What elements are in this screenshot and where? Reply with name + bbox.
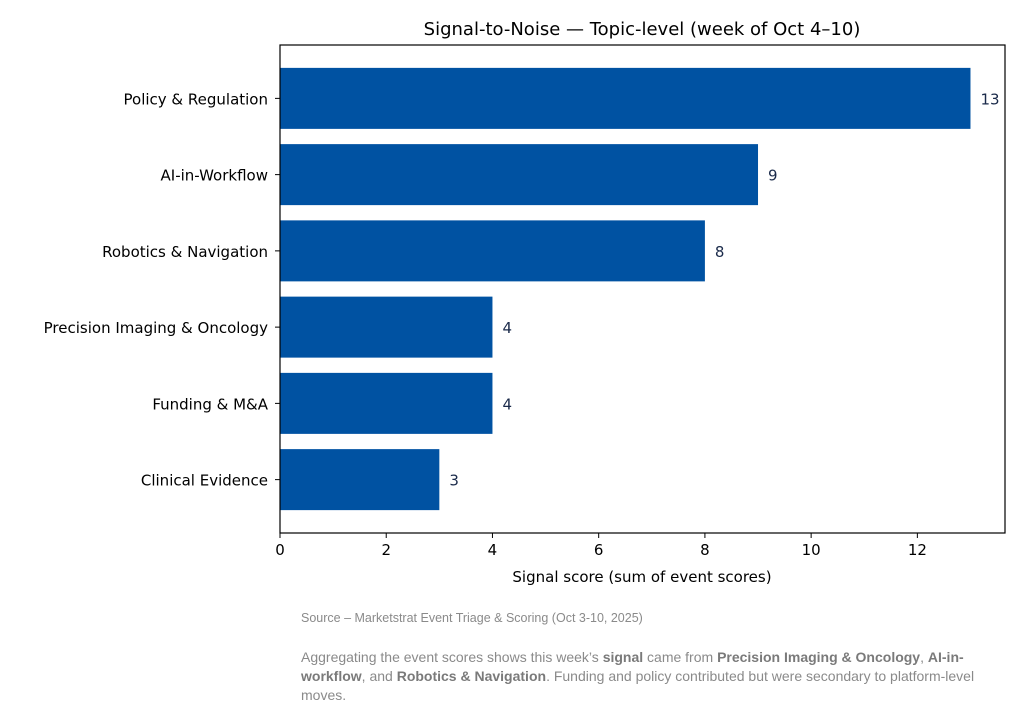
bar	[280, 144, 759, 206]
bar-value-label: 3	[449, 472, 459, 490]
bar-value-label: 8	[715, 243, 725, 261]
x-tick-label: 2	[381, 541, 391, 559]
y-tick-label: Funding & M&A	[152, 395, 268, 413]
x-tick-label: 10	[802, 541, 821, 559]
x-tick-label: 0	[275, 541, 285, 559]
y-tick-label: Policy & Regulation	[124, 90, 268, 108]
x-tick-label: 4	[488, 541, 498, 559]
y-tick-label: Precision Imaging & Oncology	[44, 319, 268, 337]
bar-value-label: 4	[502, 319, 512, 337]
summary-segment: . Funding and policy contributed but wer…	[301, 668, 975, 703]
summary-emphasis: Precision Imaging & Oncology	[717, 649, 921, 665]
chart-title: Signal-to-Noise — Topic-level (week of O…	[424, 19, 861, 40]
summary-emphasis: AI-in-workflow	[301, 649, 964, 684]
y-tick-label: Clinical Evidence	[141, 472, 268, 490]
x-axis-label: Signal score (sum of event scores)	[512, 568, 771, 586]
summary-emphasis: signal	[602, 649, 644, 665]
bar	[280, 449, 440, 511]
plot-frame	[279, 44, 1006, 534]
bar	[280, 296, 493, 358]
bar	[280, 67, 971, 129]
summary-segment: came from	[643, 649, 718, 665]
bar-value-label: 9	[768, 167, 778, 185]
x-tick-label: 6	[594, 541, 604, 559]
bar-chart: Signal-to-Noise — Topic-level (week of O…	[44, 19, 1006, 586]
summary-emphasis: Robotics & Navigation	[396, 668, 547, 684]
x-tick-label: 8	[700, 541, 710, 559]
bar	[280, 372, 493, 434]
y-tick-label: Robotics & Navigation	[102, 243, 268, 261]
summary-segment: Aggregating the event scores shows this …	[301, 649, 603, 665]
summary-text: Aggregating the event scores shows this …	[301, 648, 1016, 705]
bar-value-label: 13	[980, 90, 999, 108]
bar-value-label: 4	[502, 395, 512, 413]
summary-segment: , and	[361, 668, 397, 684]
bar	[280, 220, 705, 282]
y-tick-label: AI-in-Workflow	[161, 167, 268, 185]
x-tick-label: 12	[908, 541, 927, 559]
source-note: Source – Marketstrat Event Triage & Scor…	[301, 611, 643, 625]
summary-segment: ,	[920, 649, 928, 665]
